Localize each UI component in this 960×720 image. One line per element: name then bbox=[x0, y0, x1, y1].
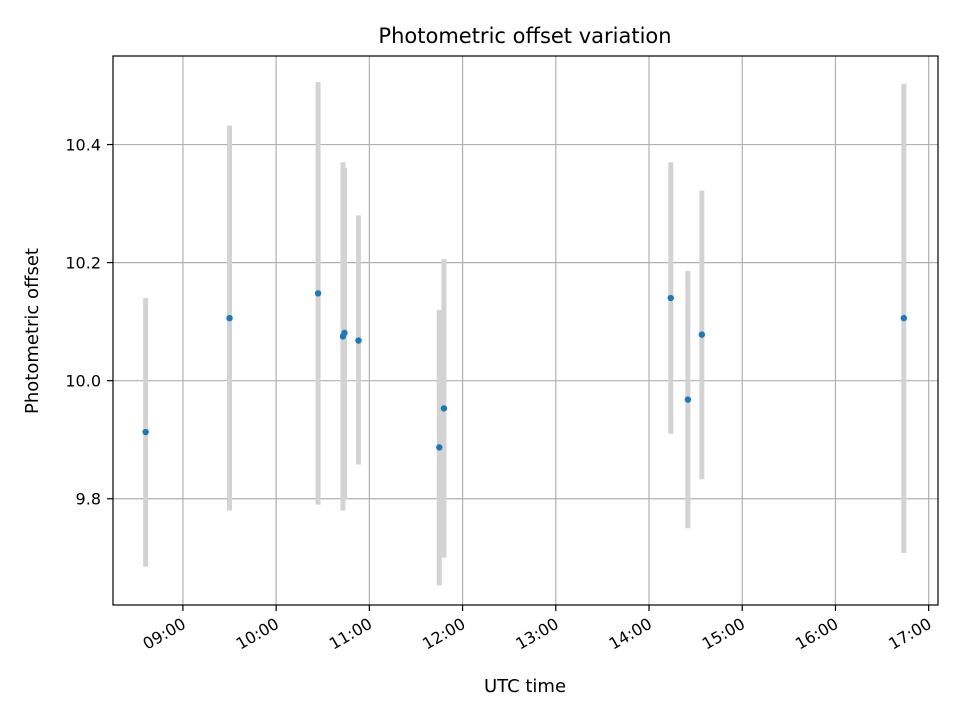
data-point bbox=[684, 396, 692, 403]
y-axis-ticks: 9.8 10.0 10.2 10.4 bbox=[65, 136, 113, 509]
grid-lines bbox=[113, 56, 938, 605]
plot-frame bbox=[112, 55, 939, 606]
data-point bbox=[436, 444, 443, 451]
data-point bbox=[226, 314, 233, 322]
chart-title: Photometric offset variation bbox=[378, 24, 671, 48]
data-point bbox=[698, 331, 706, 338]
y-tick-label: 10.2 bbox=[65, 254, 101, 273]
data-points bbox=[142, 290, 908, 451]
y-tick-label: 10.4 bbox=[65, 136, 101, 155]
data-point bbox=[314, 290, 322, 297]
plot-area: 09:00 10:00 11:00 12:00 13:00 14:00 15:00 16:00… bbox=[65, 55, 939, 654]
data-point bbox=[440, 405, 448, 412]
data-point bbox=[900, 314, 908, 322]
x-axis-label: UTC time bbox=[484, 676, 566, 697]
data-point bbox=[142, 428, 149, 436]
plot-background bbox=[113, 56, 938, 605]
data-point bbox=[355, 337, 362, 344]
data-point bbox=[667, 294, 674, 302]
y-axis-label: Photometric offset bbox=[22, 248, 43, 414]
data-point bbox=[341, 329, 348, 337]
y-tick-label: 10.0 bbox=[65, 372, 101, 391]
y-tick-label: 9.8 bbox=[76, 490, 101, 509]
